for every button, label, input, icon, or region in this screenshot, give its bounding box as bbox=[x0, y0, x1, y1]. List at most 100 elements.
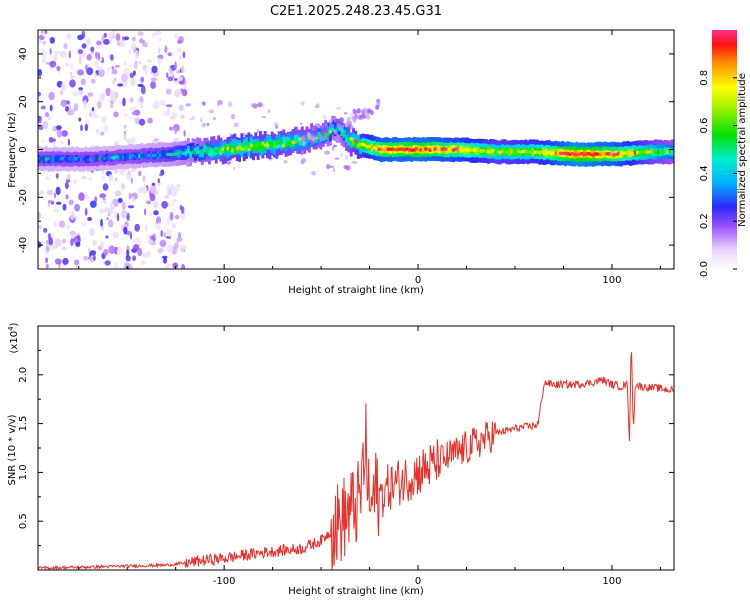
ridge-cell bbox=[445, 147, 449, 151]
ridge-cell bbox=[666, 150, 670, 154]
noise-blob bbox=[142, 175, 146, 183]
ridge-cell bbox=[352, 140, 355, 144]
ridge-cell bbox=[49, 157, 53, 162]
ridge-cell bbox=[408, 148, 411, 152]
noise-blob bbox=[99, 208, 104, 213]
ridge-cell bbox=[368, 144, 372, 148]
noise-blob bbox=[173, 137, 180, 143]
noise-blob bbox=[178, 80, 185, 85]
spectrogram-x-title: Height of straight line (km) bbox=[288, 285, 424, 296]
noise-blob bbox=[146, 200, 152, 205]
ridge-cell bbox=[91, 157, 95, 161]
ridge-cell bbox=[219, 150, 223, 154]
noise-blob bbox=[81, 30, 86, 39]
colorbar-tick-label: 0.6 bbox=[699, 118, 710, 134]
noise-blob bbox=[127, 205, 135, 209]
noise-blob bbox=[99, 92, 106, 102]
ridge-cell bbox=[668, 149, 672, 153]
noise-blob bbox=[116, 213, 120, 222]
ridge-cell bbox=[170, 152, 174, 157]
noise-blob bbox=[38, 190, 45, 195]
noise-blob bbox=[85, 64, 88, 72]
ridge-cell bbox=[659, 149, 663, 154]
ridge-cell bbox=[105, 156, 109, 160]
noise-blob bbox=[101, 175, 106, 180]
ridge-cell bbox=[419, 148, 423, 152]
ridge-cell bbox=[584, 152, 588, 156]
noise-blob bbox=[119, 39, 125, 48]
ridge-cell bbox=[207, 147, 211, 151]
ridge-cell bbox=[421, 148, 425, 152]
ridge-cell bbox=[473, 148, 476, 152]
ridge-cell bbox=[249, 143, 253, 148]
noise-blob bbox=[81, 175, 87, 180]
colorbar-tick-label: 0.2 bbox=[699, 213, 710, 229]
ridge-cell bbox=[484, 149, 488, 153]
ridge-cell bbox=[591, 153, 595, 157]
tail-blob bbox=[364, 112, 369, 118]
ridge-cell bbox=[135, 154, 139, 158]
ridge-cell bbox=[643, 150, 646, 154]
noise-blob bbox=[129, 97, 135, 103]
tail-blob bbox=[316, 123, 321, 129]
noise-blob bbox=[78, 192, 85, 201]
noise-blob bbox=[169, 211, 174, 221]
noise-blob bbox=[58, 220, 66, 228]
ridge-cell bbox=[68, 156, 72, 161]
noise-blob bbox=[126, 249, 130, 257]
tail-blob bbox=[307, 135, 312, 141]
ridge-cell bbox=[70, 157, 74, 161]
noise-blob bbox=[96, 40, 102, 46]
noise-blob bbox=[161, 200, 168, 209]
noise-blob bbox=[163, 232, 166, 238]
noise-blob bbox=[121, 73, 128, 82]
noise-blob bbox=[134, 49, 140, 59]
ridge-cell bbox=[182, 151, 186, 155]
noise-blob bbox=[138, 118, 146, 126]
noise-blob bbox=[123, 226, 128, 235]
ridge-cell bbox=[296, 138, 300, 142]
noise-blob bbox=[45, 176, 50, 181]
tail-blob bbox=[345, 120, 350, 126]
noise-blob bbox=[51, 138, 56, 142]
noise-blob bbox=[340, 152, 344, 157]
noise-blob bbox=[173, 199, 177, 203]
ridge-cell bbox=[417, 148, 421, 152]
ridge-cell bbox=[198, 151, 202, 155]
noise-blob bbox=[130, 78, 136, 87]
noise-blob bbox=[111, 80, 115, 84]
noise-blob bbox=[65, 224, 70, 230]
noise-blob bbox=[139, 96, 144, 103]
noise-blob bbox=[164, 264, 171, 268]
ridge-cell bbox=[338, 126, 342, 131]
noise-blob bbox=[164, 45, 168, 54]
ridge-cell bbox=[449, 148, 453, 152]
ridge-cell bbox=[291, 141, 295, 145]
noise-blob bbox=[46, 264, 49, 269]
ridge-cell bbox=[496, 150, 500, 154]
noise-blob bbox=[201, 122, 206, 128]
noise-blob bbox=[103, 249, 109, 256]
noise-blob bbox=[87, 216, 92, 222]
snr-panel: -100 0 100 0.5 1.0 1.5 2.0 Height of straight … bbox=[7, 322, 675, 597]
noise-blob bbox=[69, 71, 73, 76]
noise-blob bbox=[163, 110, 170, 116]
tail-blob bbox=[333, 129, 338, 135]
noise-blob bbox=[110, 201, 115, 211]
noise-blob bbox=[131, 196, 135, 202]
ridge-cell bbox=[247, 142, 251, 150]
noise-blob bbox=[46, 189, 54, 196]
noise-blob bbox=[152, 200, 159, 209]
ridge-cell bbox=[652, 149, 656, 154]
noise-blob bbox=[147, 59, 152, 63]
colorbar-tick-label: 0.4 bbox=[699, 165, 710, 181]
noise-blob bbox=[80, 78, 86, 86]
noise-blob bbox=[52, 140, 56, 147]
ridge-cell bbox=[477, 148, 481, 152]
tail-blob bbox=[302, 136, 306, 142]
noise-blob bbox=[84, 207, 88, 216]
ridge-cell bbox=[426, 147, 430, 151]
ridge-cell bbox=[554, 151, 558, 155]
ridge-cell bbox=[629, 152, 632, 156]
ridge-cell bbox=[56, 156, 60, 161]
